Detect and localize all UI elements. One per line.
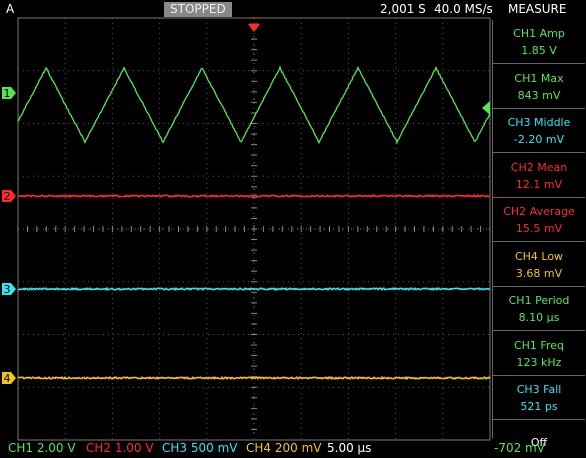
measurement[interactable]: CH3 Middle -2.20 mV xyxy=(493,109,585,153)
measurement-label: CH3 Middle xyxy=(493,114,585,131)
measurement[interactable]: CH2 Mean 12.1 mV xyxy=(493,154,585,198)
timebase: 5.00 µs xyxy=(327,441,371,455)
trigger-level: -702 mV xyxy=(494,441,545,455)
measurement-label: CH1 Amp xyxy=(493,25,585,42)
measurement-value: 15.5 mV xyxy=(493,220,585,237)
measurement[interactable]: CH4 Low 3.68 mV xyxy=(493,243,585,287)
ch3-scale: CH3 500 mV xyxy=(162,441,237,455)
trigger-level-marker xyxy=(482,101,490,115)
measurement-label: CH2 Average xyxy=(493,203,585,220)
measurement-value: 1.85 V xyxy=(493,42,585,59)
ch4-trace xyxy=(18,377,490,379)
measurement[interactable]: CH1 Freq 123 kHz xyxy=(493,332,585,376)
ch1-scale: CH1 2.00 V xyxy=(8,441,76,455)
measurement[interactable]: CH2 Average 15.5 mV xyxy=(493,198,585,242)
measurement-value: -2.20 mV xyxy=(493,131,585,148)
measurement-value: 3.68 mV xyxy=(493,265,585,282)
measurement-label: CH4 Low xyxy=(493,248,585,265)
measurement-label: CH2 Mean xyxy=(493,159,585,176)
channel-marker-label: 2 xyxy=(4,190,11,203)
channel-marker-label: 4 xyxy=(4,372,11,385)
measurement-label: CH3 Fall xyxy=(493,381,585,398)
measurement-value: 12.1 mV xyxy=(493,176,585,193)
measurement-value: 843 mV xyxy=(493,87,585,104)
channel-marker-label: 1 xyxy=(4,87,11,100)
ch2-scale: CH2 1.00 V xyxy=(86,441,154,455)
measurement-value: 521 ps xyxy=(493,398,585,415)
measurement-label: CH1 Freq xyxy=(493,337,585,354)
measurement-value: 123 kHz xyxy=(493,354,585,371)
measure-panel: CH1 Amp 1.85 V CH1 Max 843 mV CH3 Middle -2.2… xyxy=(492,20,586,438)
measurement[interactable]: CH1 Amp 1.85 V xyxy=(493,20,585,64)
measurement[interactable]: CH1 Period 8.10 µs xyxy=(493,287,585,331)
measurement-label: CH1 Max xyxy=(493,70,585,87)
ch2-trace xyxy=(18,195,490,197)
measurement[interactable]: CH3 Fall 521 ps xyxy=(493,376,585,420)
trigger-position xyxy=(248,24,260,32)
channel-marker-label: 3 xyxy=(4,283,11,296)
measurement[interactable]: CH1 Max 843 mV xyxy=(493,65,585,109)
measurement-label: CH1 Period xyxy=(493,292,585,309)
measurement-value: 8.10 µs xyxy=(493,309,585,326)
ch4-scale: CH4 200 mV xyxy=(246,441,321,455)
ch3-trace xyxy=(18,288,490,290)
